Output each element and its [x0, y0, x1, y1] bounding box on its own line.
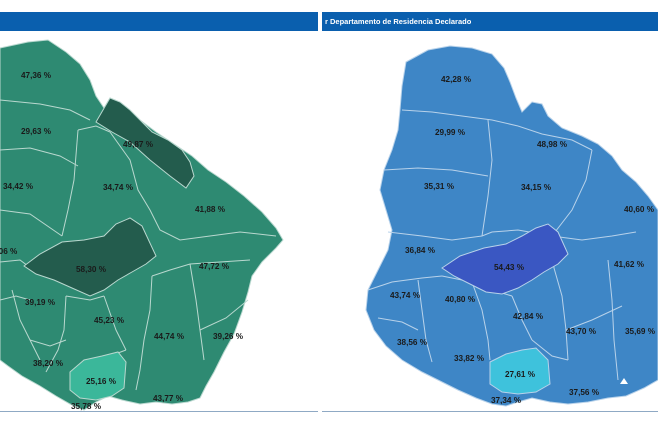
left-department-dark-center — [23, 217, 157, 297]
left-label-6: 06 % — [0, 247, 18, 256]
right-label-16: 27,61 % — [505, 370, 536, 379]
left-label-10: 45,23 % — [94, 316, 125, 325]
left-coast-mark — [206, 382, 214, 388]
left-label-5: 41,88 % — [195, 205, 226, 214]
left-label-11: 38,20 % — [33, 359, 64, 368]
left-label-2: 49,87 % — [123, 140, 154, 149]
right-coast-mark — [620, 378, 628, 384]
right-choropleth-map: 42,28 % 29,99 % 48,98 % 35,31 % 34,15 % … — [365, 45, 658, 407]
right-label-7: 54,43 % — [494, 263, 525, 272]
right-label-17: 37,56 % — [569, 388, 600, 397]
left-label-8: 47,72 % — [199, 262, 230, 271]
right-label-15: 33,82 % — [454, 354, 485, 363]
left-map-labels: 47,36 % 29,63 % 49,87 % 34,42 % 34,74 % … — [0, 71, 244, 411]
left-label-14: 25,16 % — [86, 377, 117, 386]
right-label-13: 35,69 % — [625, 327, 656, 336]
left-panel-footer-line — [0, 411, 318, 412]
left-department-light-south — [69, 351, 127, 401]
left-map-panel: 47,36 % 29,63 % 49,87 % 34,42 % 34,74 % … — [0, 0, 318, 425]
left-label-4: 34,74 % — [103, 183, 134, 192]
left-choropleth-map: 47,36 % 29,63 % 49,87 % 34,42 % 34,74 % … — [0, 39, 284, 411]
right-label-6: 36,84 % — [405, 246, 436, 255]
right-label-1: 29,99 % — [435, 128, 466, 137]
left-label-16: 43,77 % — [153, 394, 184, 403]
right-label-14: 38,56 % — [397, 338, 428, 347]
right-label-3: 35,31 % — [424, 182, 455, 191]
right-label-9: 43,74 % — [390, 291, 421, 300]
right-map-panel: 42,28 % 29,99 % 48,98 % 35,31 % 34,15 % … — [322, 0, 658, 425]
left-country-shape — [0, 39, 284, 411]
left-label-3: 34,42 % — [3, 182, 34, 191]
right-label-12: 43,70 % — [566, 327, 597, 336]
right-label-10: 40,80 % — [445, 295, 476, 304]
right-label-4: 34,15 % — [521, 183, 552, 192]
left-label-13: 39,26 % — [213, 332, 244, 341]
right-department-light-south — [489, 347, 551, 395]
right-department-dark-center — [441, 223, 569, 295]
left-label-15: 35,78 % — [71, 402, 102, 411]
left-label-9: 39,19 % — [25, 298, 56, 307]
right-country-shape — [365, 45, 658, 407]
right-label-8: 41,62 % — [614, 260, 645, 269]
right-map-labels: 42,28 % 29,99 % 48,98 % 35,31 % 34,15 % … — [390, 75, 656, 405]
panel-divider — [318, 0, 322, 425]
right-label-11: 42,84 % — [513, 312, 544, 321]
right-label-0: 42,28 % — [441, 75, 472, 84]
left-department-dark-north — [95, 97, 195, 189]
right-label-18: 37,34 % — [491, 396, 522, 405]
left-label-1: 29,63 % — [21, 127, 52, 136]
right-panel-footer-line — [322, 411, 658, 412]
right-label-2: 48,98 % — [537, 140, 568, 149]
left-label-0: 47,36 % — [21, 71, 52, 80]
right-panel-header: r Departamento de Residencia Declarado — [322, 12, 658, 31]
left-panel-header — [0, 12, 318, 31]
left-label-12: 44,74 % — [154, 332, 185, 341]
left-label-7: 58,30 % — [76, 265, 107, 274]
right-label-5: 40,60 % — [624, 205, 655, 214]
